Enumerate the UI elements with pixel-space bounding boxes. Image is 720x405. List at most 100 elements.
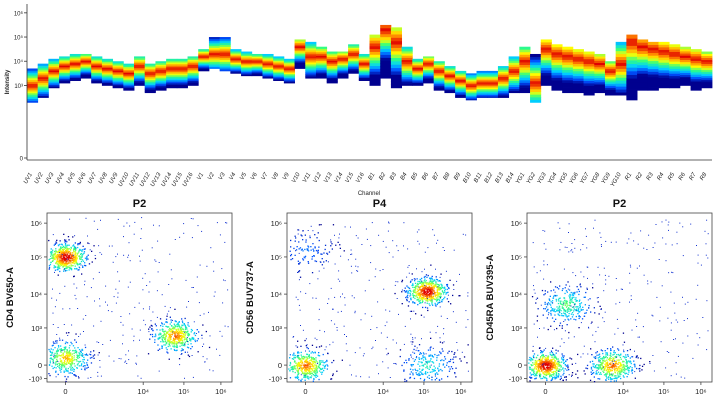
spectrum-heatmap: UV1 UV2 UV3 UV4 UV5 UV6 UV7 UV8 UV9UV10UV11UV12U… bbox=[5, 4, 713, 197]
heatmap-cell bbox=[348, 57, 360, 60]
heatmap-cell bbox=[358, 77, 370, 80]
heatmap-cell bbox=[230, 50, 242, 53]
heatmap-cell bbox=[80, 76, 92, 79]
heatmap-cell bbox=[144, 81, 156, 84]
heatmap-cell bbox=[594, 69, 606, 72]
heatmap-cell bbox=[48, 74, 60, 77]
heatmap-cell bbox=[208, 47, 221, 50]
heatmap-cell bbox=[166, 74, 178, 77]
heatmap-cell bbox=[37, 91, 49, 95]
y-axis-title: CD45RA BUV395-A bbox=[485, 254, 496, 340]
heatmap-cell bbox=[144, 89, 156, 92]
heatmap-cell bbox=[176, 63, 188, 66]
heatmap-cell bbox=[198, 62, 210, 65]
heatmap-cell bbox=[208, 59, 221, 62]
channel-tick-label: V7 bbox=[261, 171, 270, 181]
y-tick-label: 10³ bbox=[271, 324, 282, 333]
heatmap-cell bbox=[476, 93, 488, 95]
heatmap-cell bbox=[701, 71, 713, 75]
heatmap-cell bbox=[583, 63, 595, 67]
heatmap-cell bbox=[241, 62, 253, 65]
heatmap-cell bbox=[59, 77, 71, 79]
heatmap-cell bbox=[508, 70, 520, 73]
heatmap-cell bbox=[208, 54, 221, 57]
heatmap-cell bbox=[27, 81, 39, 84]
heatmap-cell bbox=[594, 75, 606, 79]
heatmap-cell bbox=[669, 49, 681, 52]
heatmap-column bbox=[262, 53, 274, 79]
heatmap-cell bbox=[572, 70, 584, 74]
heatmap-cell bbox=[273, 75, 285, 77]
heatmap-cell bbox=[626, 92, 638, 97]
heatmap-cell bbox=[508, 84, 520, 88]
heatmap-cell bbox=[315, 53, 328, 56]
heatmap-cell bbox=[604, 87, 617, 90]
y-axis-title: CD56 BUV737-A bbox=[245, 261, 256, 334]
heatmap-column bbox=[187, 56, 199, 86]
channel-tick-label: B2 bbox=[378, 171, 387, 181]
x-tick-label: 10⁴ bbox=[377, 387, 389, 396]
heatmap-cell bbox=[487, 72, 499, 75]
heatmap-cell bbox=[230, 69, 242, 72]
heatmap-cell bbox=[551, 77, 563, 81]
channel-tick-label: B10 bbox=[462, 171, 473, 184]
heatmap-cell bbox=[626, 89, 638, 94]
channel-tick-label: R4 bbox=[657, 171, 666, 181]
heatmap-cell bbox=[390, 40, 403, 45]
heatmap-cell bbox=[487, 93, 499, 95]
heatmap-cell bbox=[412, 64, 424, 67]
heatmap-column bbox=[369, 34, 381, 86]
heatmap-cell bbox=[487, 96, 499, 98]
heatmap-cell bbox=[91, 80, 103, 82]
heatmap-cell bbox=[305, 53, 317, 57]
heatmap-cell bbox=[401, 72, 413, 76]
heatmap-cell bbox=[380, 33, 392, 38]
heatmap-column bbox=[134, 56, 146, 86]
heatmap-cell bbox=[155, 82, 167, 85]
heatmap-cell bbox=[48, 83, 60, 86]
heatmap-cell bbox=[465, 83, 477, 86]
heatmap-cell bbox=[358, 64, 370, 67]
heatmap-cell bbox=[497, 88, 510, 91]
heatmap-cell bbox=[219, 57, 231, 61]
heatmap-cell bbox=[166, 83, 178, 86]
heatmap-cell bbox=[69, 58, 81, 61]
heatmap-cell bbox=[604, 85, 617, 88]
heatmap-cell bbox=[401, 68, 413, 71]
heatmap-cell bbox=[647, 41, 659, 45]
heatmap-cell bbox=[572, 58, 584, 62]
heatmap-cell bbox=[294, 49, 306, 52]
heatmap-cell bbox=[134, 62, 146, 65]
population-dots bbox=[288, 224, 469, 382]
heatmap-cell bbox=[273, 69, 285, 72]
heatmap-column bbox=[337, 51, 349, 79]
heatmap-cell bbox=[283, 66, 295, 69]
heatmap-cell bbox=[198, 52, 210, 55]
population-cluster bbox=[48, 332, 100, 383]
heatmap-cell bbox=[519, 79, 531, 83]
heatmap-cell bbox=[155, 75, 167, 78]
heatmap-cell bbox=[251, 74, 263, 77]
heatmap-cell bbox=[198, 66, 210, 68]
heatmap-cell bbox=[444, 85, 456, 88]
heatmap-cell bbox=[433, 80, 445, 83]
channel-tick-label: YG3 bbox=[537, 171, 549, 185]
heatmap-cell bbox=[166, 78, 178, 81]
heatmap-cell bbox=[679, 46, 691, 50]
heatmap-cell bbox=[48, 78, 60, 81]
heatmap-cell bbox=[380, 75, 392, 79]
heatmap-column bbox=[48, 58, 60, 89]
heatmap-cell bbox=[294, 65, 306, 68]
heatmap-cell bbox=[348, 45, 360, 48]
heatmap-cell bbox=[315, 60, 328, 63]
heatmap-cell bbox=[208, 61, 221, 64]
heatmap-cell bbox=[101, 76, 114, 79]
heatmap-cell bbox=[134, 67, 146, 70]
heatmap-cell bbox=[176, 68, 188, 71]
channel-tick-label: YG10 bbox=[610, 171, 623, 188]
heatmap-cell bbox=[91, 65, 103, 68]
heatmap-cell bbox=[283, 77, 295, 80]
heatmap-cell bbox=[59, 62, 71, 65]
heatmap-cell bbox=[615, 89, 627, 93]
heatmap-cell bbox=[337, 57, 349, 60]
